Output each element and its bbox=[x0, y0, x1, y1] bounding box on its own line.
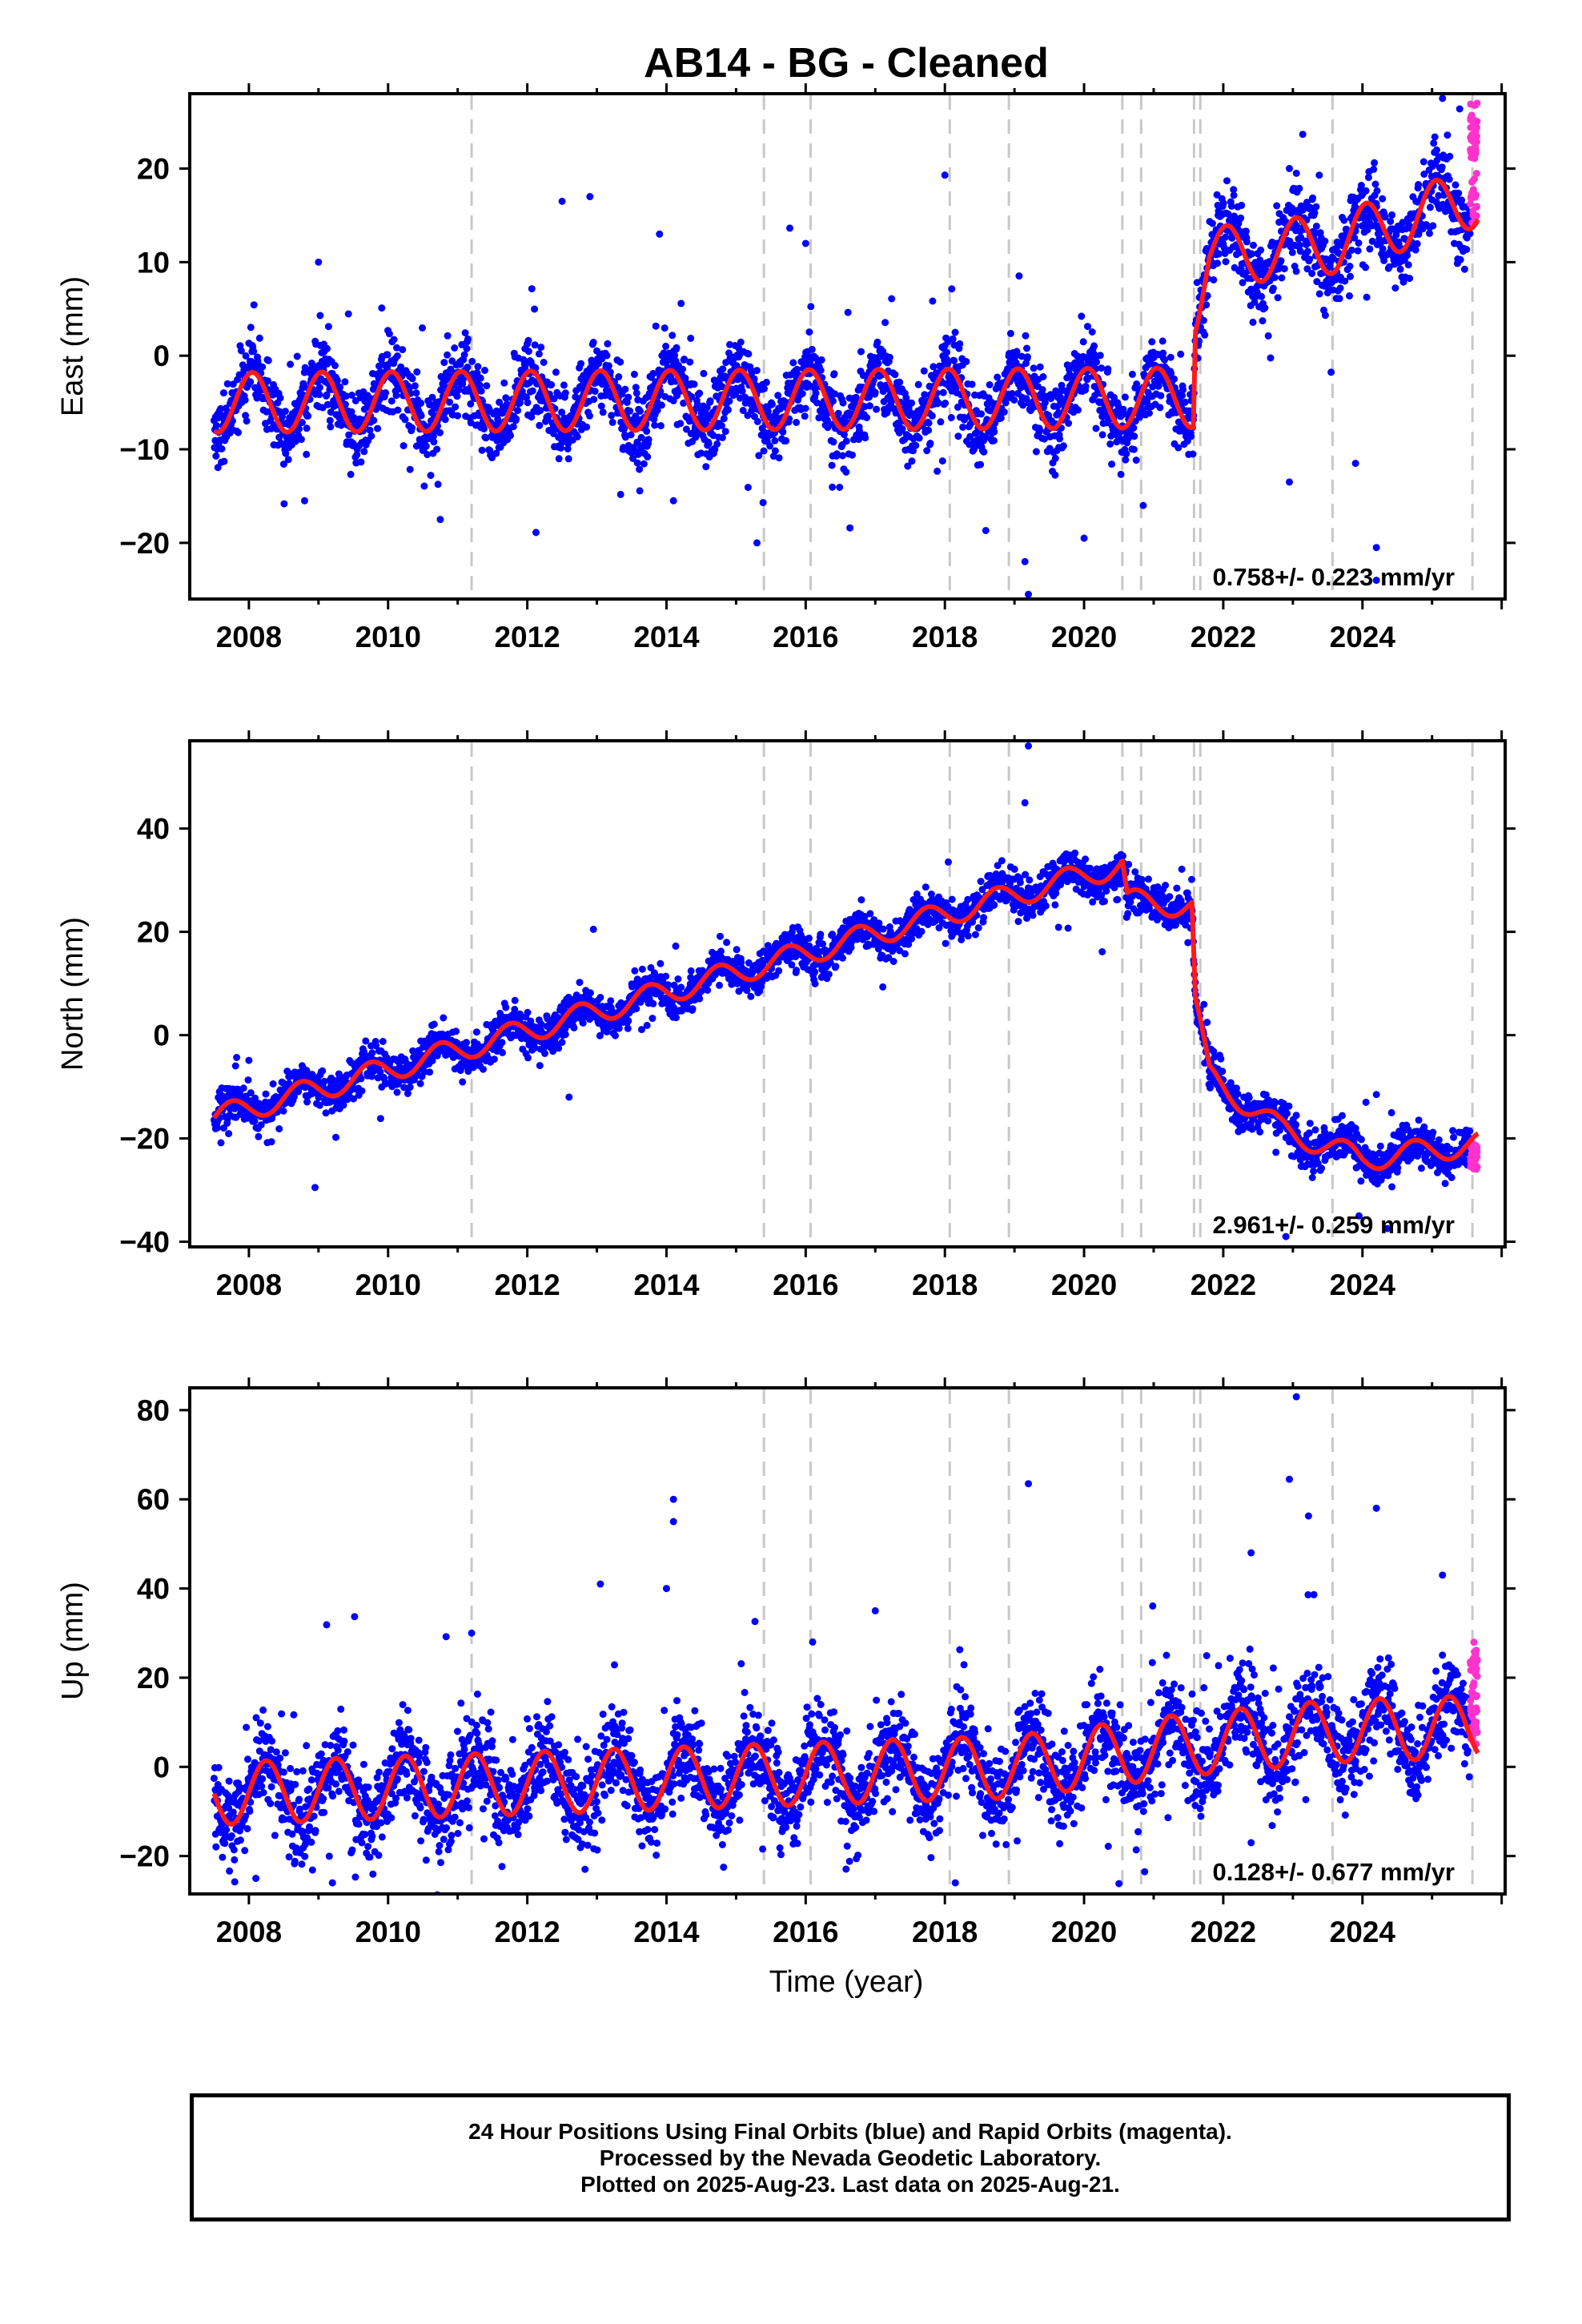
y-tick-label: 20 bbox=[137, 152, 170, 185]
x-tick-label: 2024 bbox=[1330, 1269, 1396, 1301]
panel-east: 2008 2010 2012 2014 2016 2018 2020 2022 2024−20−… bbox=[56, 83, 1516, 653]
x-tick-label: 2020 bbox=[1051, 1269, 1117, 1301]
x-tick-label: 2022 bbox=[1191, 1916, 1256, 1948]
model-fit-line bbox=[212, 858, 1480, 1172]
x-tick-label: 2018 bbox=[912, 621, 978, 653]
x-tick-label: 2014 bbox=[633, 621, 700, 653]
x-tick-label: 2016 bbox=[773, 1269, 838, 1301]
x-tick-label: 2008 bbox=[216, 621, 282, 653]
panel-up: 2008 2010 2012 2014 2016 2018 2020 2022 2024 −20 0… bbox=[56, 1377, 1516, 1948]
final-orbit-points bbox=[210, 742, 1474, 1240]
x-tick-label: 2014 bbox=[633, 1269, 700, 1301]
x-tick-label: 2012 bbox=[494, 621, 560, 653]
x-tick-label: 2024 bbox=[1330, 621, 1396, 653]
chart-title: AB14 - BG - Cleaned bbox=[644, 40, 1049, 86]
y-axis-label: East (mm) bbox=[56, 276, 90, 416]
x-tick-label: 2014 bbox=[633, 1916, 700, 1948]
data-layer bbox=[210, 742, 1481, 1240]
footer-line-2: Processed by the Nevada Geodetic Laborat… bbox=[599, 2145, 1102, 2170]
panels-layer: 2008 2010 2012 2014 2016 2018 2020 2022 2024−20−… bbox=[56, 83, 1516, 1948]
panel-frame bbox=[188, 739, 1507, 1248]
y-tick-label: 40 bbox=[137, 813, 170, 846]
model-fit-line bbox=[212, 178, 1480, 435]
x-tick-label: 2022 bbox=[1191, 1269, 1256, 1301]
final-orbit-points bbox=[210, 1393, 1474, 1894]
x-tick-label: 2016 bbox=[773, 621, 838, 653]
data-layer bbox=[210, 94, 1481, 598]
y-tick-label: 80 bbox=[137, 1394, 170, 1427]
y-tick-label: 0 bbox=[153, 340, 170, 372]
y-tick-label: 40 bbox=[137, 1573, 170, 1606]
y-tick-label: −10 bbox=[119, 433, 170, 466]
rate-label: 0.758+/- 0.223 mm/yr bbox=[1213, 563, 1455, 591]
y-tick-label: −20 bbox=[119, 527, 170, 560]
x-tick-label: 2018 bbox=[912, 1916, 978, 1948]
x-tick-label: 2008 bbox=[216, 1269, 282, 1301]
panel-frame bbox=[188, 1386, 1507, 1896]
x-tick-label: 2020 bbox=[1051, 1916, 1117, 1948]
data-layer bbox=[210, 1393, 1481, 1894]
footer-line-3: Plotted on 2025-Aug-23. Last data on 202… bbox=[580, 2171, 1120, 2197]
rate-label: 0.128+/- 0.677 mm/yr bbox=[1213, 1858, 1455, 1886]
rapid-orbit-points bbox=[1467, 99, 1481, 227]
y-tick-label: 20 bbox=[137, 1662, 170, 1695]
footer-line-1: 24 Hour Positions Using Final Orbits (bl… bbox=[468, 2118, 1232, 2144]
y-tick-label: 60 bbox=[137, 1483, 170, 1516]
y-tick-label: −40 bbox=[119, 1226, 170, 1259]
x-tick-label: 2010 bbox=[355, 621, 421, 653]
y-tick-label: −20 bbox=[119, 1840, 170, 1873]
rapid-orbit-points bbox=[1467, 1638, 1481, 1748]
rate-label: 2.961+/- 0.259 mm/yr bbox=[1213, 1211, 1455, 1239]
model-fit-line bbox=[211, 1694, 1480, 1827]
x-tick-label: 2008 bbox=[216, 1916, 282, 1948]
x-tick-label: 2024 bbox=[1330, 1916, 1396, 1948]
x-tick-label: 2022 bbox=[1191, 621, 1256, 653]
x-tick-label: 2012 bbox=[494, 1916, 560, 1948]
panel-north: 2008 2010 2012 2014 2016 2018 2020 2022 2024 −40 −… bbox=[56, 730, 1516, 1301]
x-axis-label: Time (year) bbox=[769, 1965, 924, 1999]
y-tick-label: −20 bbox=[119, 1123, 170, 1156]
x-tick-label: 2010 bbox=[355, 1269, 421, 1301]
y-axis-label: Up (mm) bbox=[56, 1582, 90, 1700]
panel-frame bbox=[188, 92, 1507, 601]
y-tick-label: 20 bbox=[137, 916, 170, 949]
x-tick-label: 2020 bbox=[1051, 621, 1117, 653]
x-tick-label: 2018 bbox=[912, 1269, 978, 1301]
x-tick-label: 2016 bbox=[773, 1916, 838, 1948]
footer-note: 24 Hour Positions Using Final Orbits (bl… bbox=[190, 2093, 1511, 2221]
rapid-orbit-points bbox=[1467, 1140, 1481, 1173]
final-orbit-points bbox=[210, 94, 1474, 598]
y-tick-label: 0 bbox=[153, 1751, 170, 1783]
y-tick-label: 0 bbox=[153, 1019, 170, 1052]
x-tick-label: 2012 bbox=[494, 1269, 560, 1301]
x-tick-label: 2010 bbox=[355, 1916, 421, 1948]
y-axis-label: North (mm) bbox=[56, 917, 90, 1071]
y-tick-label: 10 bbox=[137, 246, 170, 279]
